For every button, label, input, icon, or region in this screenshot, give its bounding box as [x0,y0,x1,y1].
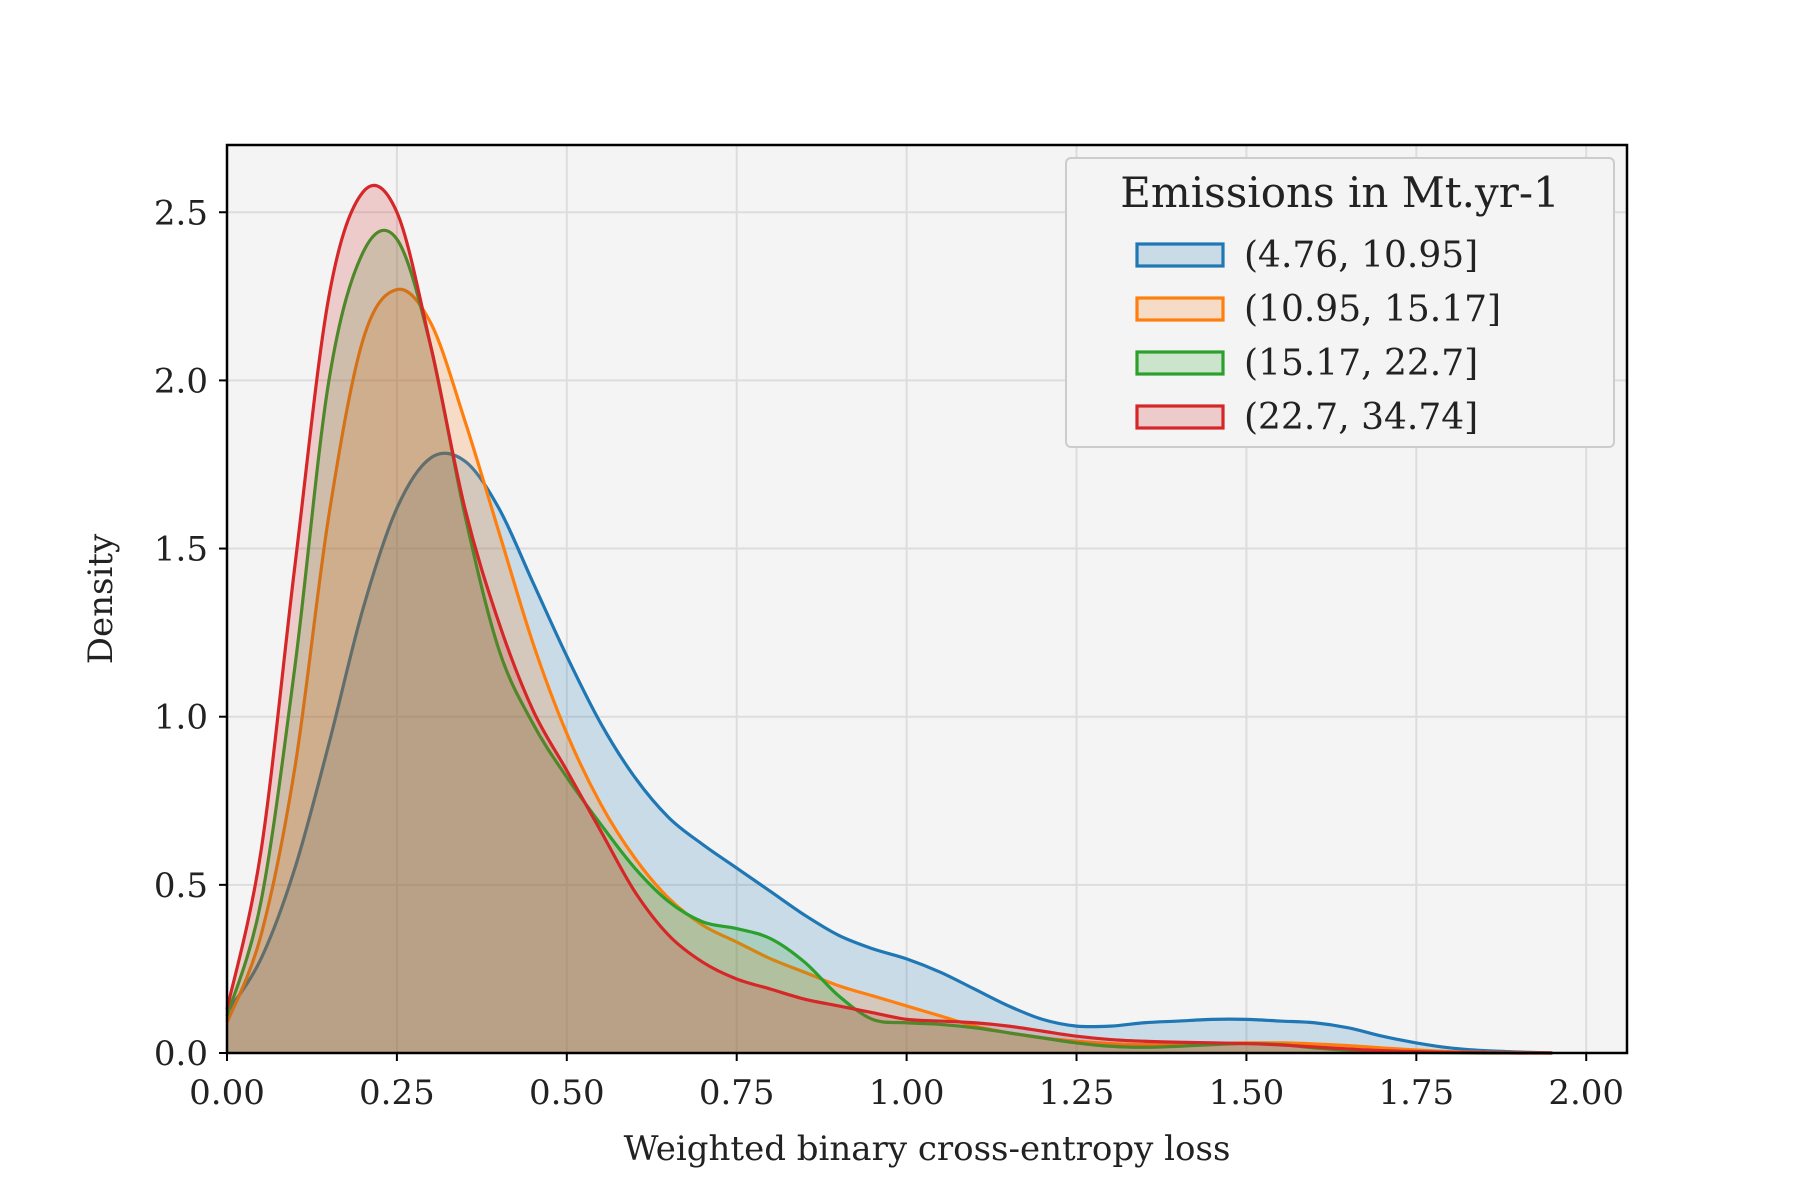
legend-swatch-0 [1135,242,1225,268]
legend: Emissions in Mt.yr-1 (4.76, 10.95] (10.95… [1065,157,1615,448]
y-tick-label-0: 0.0 [154,1034,208,1074]
x-tick-label-6: 1.50 [1209,1073,1285,1113]
series-layer [225,183,1553,1055]
legend-label-1: (10.95, 15.17] [1244,289,1501,330]
y-tick-label-4: 2.0 [154,361,208,401]
x-tick-label-7: 1.75 [1378,1073,1454,1113]
series-area-1 [227,289,1553,1053]
series-area-2 [227,230,1553,1054]
y-axis-label: Density [81,533,121,664]
series-line-3 [225,183,1553,1055]
legend-swatch-1 [1135,296,1225,322]
y-tick-label-1: 0.5 [154,866,208,906]
x-tick-label-0: 0.00 [189,1073,265,1113]
series-area-0 [227,453,1553,1053]
x-axis-label: Weighted binary cross-entropy loss [624,1129,1231,1169]
legend-label-3: (22.7, 34.74] [1244,397,1478,438]
legend-swatch-3 [1135,404,1225,430]
legend-swatch-2 [1135,350,1225,376]
legend-label-2: (15.17, 22.7] [1244,343,1478,384]
x-tick-label-5: 1.25 [1039,1073,1115,1113]
series-area-3 [227,185,1553,1053]
series-line-1 [225,287,1553,1055]
x-tick-label-1: 0.25 [359,1073,435,1113]
legend-label-0: (4.76, 10.95] [1244,235,1478,276]
y-tick-label-5: 2.5 [154,193,208,233]
x-tick-label-3: 0.75 [699,1073,775,1113]
plot-frame [225,143,1629,1055]
y-tick-label-2: 1.0 [154,698,208,738]
x-tick-label-4: 1.00 [869,1073,945,1113]
x-tick-label-2: 0.50 [529,1073,605,1113]
y-tick-label-3: 1.5 [154,530,208,570]
tick-layer: 0.00 0.25 0.50 0.75 1.00 1.25 1.50 1.75 2.00 0.0 0… [154,193,1624,1113]
x-tick-label-8: 2.00 [1548,1073,1624,1113]
series-line-0 [225,451,1553,1055]
legend-title: Emissions in Mt.yr-1 [1120,168,1559,217]
